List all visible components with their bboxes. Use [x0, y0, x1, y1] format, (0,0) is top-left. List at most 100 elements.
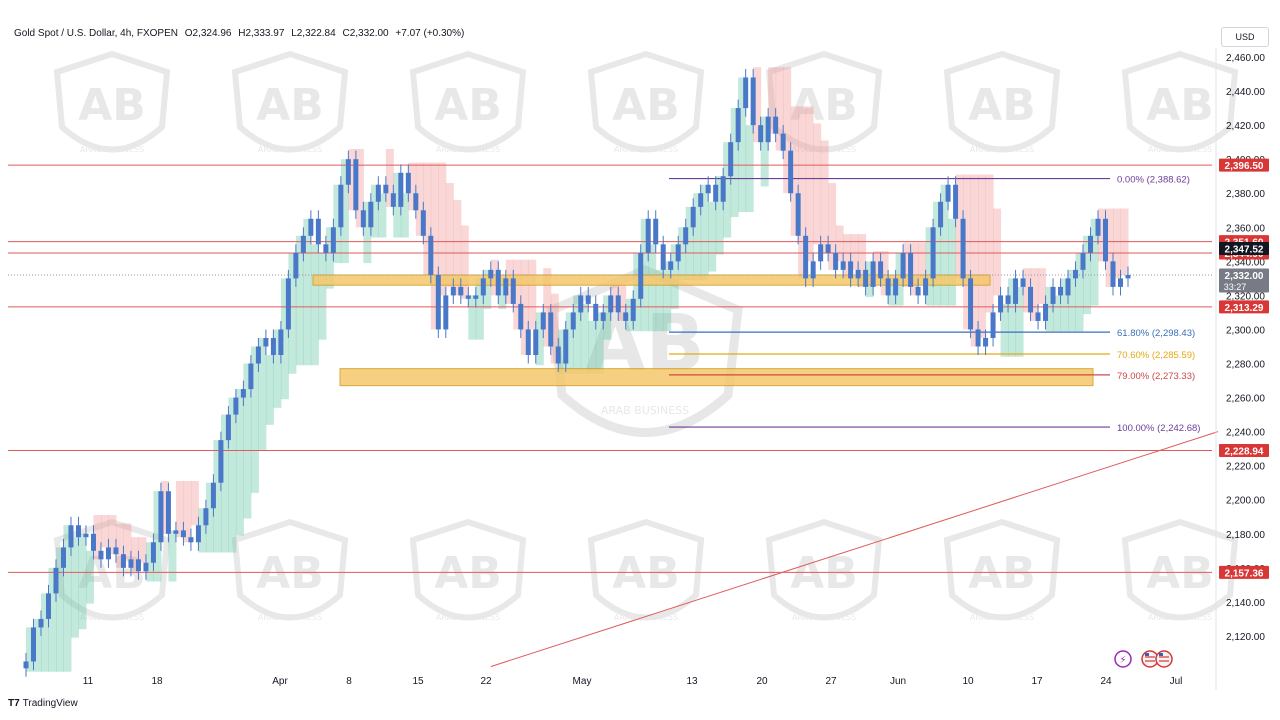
- supply-demand-zone[interactable]: [312, 274, 991, 286]
- candle-body: [803, 235, 809, 279]
- trend-cloud-up: [85, 550, 94, 604]
- trend-cloud-up: [168, 530, 177, 582]
- trend-cloud-down: [415, 162, 424, 236]
- candle: [705, 176, 711, 202]
- candle-body: [915, 286, 921, 296]
- event-icons[interactable]: ⚡: [1114, 650, 1173, 668]
- trend-cloud-down: [963, 174, 972, 330]
- candle: [323, 235, 329, 262]
- tradingview-logo[interactable]: T7 TradingView: [8, 698, 78, 709]
- candle: [128, 550, 134, 577]
- candle: [428, 227, 434, 284]
- watermark-caption: ARAB BUSINESS: [80, 613, 144, 622]
- candle: [495, 261, 501, 304]
- trend-cloud-up: [325, 227, 334, 289]
- supply-demand-zone[interactable]: [339, 368, 1094, 387]
- trend-cloud-down: [1030, 268, 1039, 321]
- trend-cloud-up: [1068, 269, 1077, 332]
- watermark-caption: ARAB BUSINESS: [80, 145, 144, 154]
- candle: [1058, 278, 1064, 304]
- candle-body: [150, 542, 156, 563]
- trend-cloud-up: [153, 491, 162, 582]
- candle: [833, 244, 839, 279]
- watermark-initials: AB: [78, 80, 146, 131]
- trend-cloud-up: [235, 389, 244, 536]
- candle-body: [255, 346, 261, 364]
- y-tick-label: 2,440.00: [1226, 87, 1265, 98]
- candle: [23, 652, 29, 677]
- candle: [600, 303, 606, 330]
- lightning-event-icon[interactable]: [1114, 650, 1132, 668]
- candle-body: [53, 567, 59, 594]
- trend-cloud-up: [1090, 218, 1099, 306]
- trend-cloud-up: [250, 346, 259, 493]
- candle-body: [375, 184, 381, 202]
- candle-body: [285, 278, 291, 330]
- candle-body: [953, 184, 959, 219]
- candle-body: [383, 184, 389, 194]
- candle: [548, 303, 554, 355]
- candle-body: [780, 133, 786, 151]
- candle: [1110, 252, 1116, 296]
- candle: [870, 252, 876, 296]
- trend-cloud-down: [1105, 208, 1114, 287]
- candle-body: [533, 329, 539, 355]
- trend-cloud-up: [693, 193, 702, 281]
- candle-body: [203, 508, 209, 526]
- candle: [540, 303, 546, 338]
- x-tick-label: 11: [83, 676, 94, 687]
- current-price-tag-bg: [1219, 242, 1269, 256]
- open-value: O2,324.96: [184, 28, 232, 39]
- trend-cloud-down: [805, 106, 814, 262]
- trend-cloud-down: [910, 242, 919, 296]
- trend-cloud-down: [513, 259, 522, 330]
- candle-body: [848, 261, 854, 279]
- candle-body: [263, 337, 269, 347]
- candle-body: [938, 201, 944, 228]
- watermark-shield: [587, 50, 705, 153]
- trendline[interactable]: [490, 431, 1219, 668]
- watermark-caption: ARAB BUSINESS: [792, 613, 856, 622]
- watermark-caption: ARAB BUSINESS: [1148, 145, 1212, 154]
- candle: [938, 193, 944, 236]
- watermark-caption: ARAB BUSINESS: [436, 145, 500, 154]
- candle: [383, 176, 389, 202]
- currency-selector[interactable]: USD: [1221, 27, 1269, 47]
- candle-body: [990, 312, 996, 338]
- candle: [210, 474, 216, 517]
- trend-cloud-up: [738, 77, 747, 212]
- candle-body: [450, 286, 456, 296]
- trend-cloud-down: [453, 200, 462, 296]
- candle-body: [825, 244, 831, 253]
- trend-cloud-up: [468, 295, 477, 340]
- candle-body: [308, 218, 314, 236]
- trend-cloud-up: [265, 355, 274, 425]
- candle: [218, 431, 224, 492]
- candle-body: [563, 329, 569, 364]
- watermark-shield: [765, 518, 883, 621]
- y-tick-label: 2,220.00: [1226, 462, 1265, 473]
- trend-cloud-up: [888, 278, 897, 306]
- candle-body: [690, 206, 696, 228]
- candle: [240, 380, 246, 407]
- candle-body: [443, 295, 449, 330]
- candle: [975, 320, 981, 355]
- trend-cloud-down: [408, 162, 417, 211]
- candle: [518, 295, 524, 338]
- candle: [1065, 269, 1071, 304]
- candle-body: [248, 363, 254, 390]
- trend-cloud-down: [768, 67, 777, 134]
- candle: [960, 210, 966, 287]
- trend-cloud-down: [115, 523, 124, 568]
- us-flag-event-icon[interactable]: [1155, 650, 1173, 668]
- watermark-initials: AB: [612, 80, 680, 131]
- candle-body: [810, 261, 816, 279]
- trend-cloud-up: [33, 618, 42, 672]
- candle: [803, 227, 809, 287]
- candle-body: [585, 295, 591, 304]
- candle-body: [300, 235, 306, 253]
- x-tick-label: 17: [1031, 676, 1043, 687]
- trend-cloud-down: [618, 285, 627, 321]
- candle-body: [1005, 295, 1011, 304]
